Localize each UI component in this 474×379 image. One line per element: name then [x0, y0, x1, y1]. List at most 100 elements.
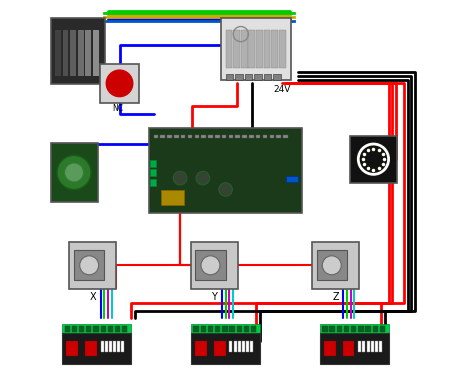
- Bar: [276, 135, 281, 138]
- Bar: [108, 326, 113, 332]
- Bar: [121, 341, 125, 352]
- Bar: [174, 135, 179, 138]
- Circle shape: [80, 256, 99, 275]
- Bar: [358, 341, 361, 352]
- Bar: [371, 341, 374, 352]
- Bar: [242, 135, 247, 138]
- Bar: [115, 326, 120, 332]
- Bar: [222, 326, 228, 332]
- Bar: [117, 341, 120, 352]
- Bar: [93, 326, 99, 332]
- Bar: [245, 74, 252, 80]
- Bar: [195, 250, 226, 280]
- Bar: [358, 326, 364, 332]
- Bar: [248, 30, 255, 68]
- Bar: [256, 30, 263, 68]
- Bar: [85, 30, 91, 76]
- Circle shape: [64, 163, 83, 182]
- Bar: [286, 176, 298, 182]
- Bar: [238, 341, 241, 352]
- Bar: [283, 135, 288, 138]
- Bar: [233, 30, 240, 68]
- Bar: [375, 341, 378, 352]
- Bar: [150, 160, 155, 167]
- Bar: [188, 135, 192, 138]
- Bar: [150, 169, 155, 176]
- Bar: [208, 135, 213, 138]
- Bar: [365, 326, 371, 332]
- Bar: [208, 326, 213, 332]
- Bar: [214, 341, 226, 356]
- FancyBboxPatch shape: [191, 324, 260, 334]
- Bar: [74, 250, 104, 280]
- Bar: [55, 30, 61, 76]
- FancyBboxPatch shape: [191, 333, 260, 364]
- Bar: [317, 250, 347, 280]
- Circle shape: [201, 256, 220, 275]
- Bar: [79, 326, 84, 332]
- Bar: [93, 30, 99, 76]
- Bar: [228, 135, 233, 138]
- Bar: [343, 341, 355, 356]
- Bar: [271, 30, 278, 68]
- Bar: [150, 179, 155, 186]
- Bar: [237, 326, 242, 332]
- Text: Y: Y: [211, 292, 217, 302]
- Bar: [380, 326, 385, 332]
- Text: 24V: 24V: [274, 85, 291, 94]
- Bar: [85, 341, 97, 356]
- Bar: [100, 326, 106, 332]
- Bar: [215, 326, 220, 332]
- Bar: [279, 30, 285, 68]
- Text: NC: NC: [112, 104, 123, 113]
- Bar: [250, 341, 253, 352]
- Bar: [161, 190, 184, 205]
- Bar: [373, 326, 378, 332]
- FancyBboxPatch shape: [221, 18, 291, 80]
- Bar: [86, 326, 91, 332]
- Bar: [201, 326, 206, 332]
- Bar: [256, 135, 261, 138]
- Bar: [241, 30, 247, 68]
- Circle shape: [219, 183, 232, 196]
- Bar: [270, 135, 274, 138]
- Bar: [154, 135, 158, 138]
- Bar: [64, 326, 70, 332]
- Bar: [229, 341, 232, 352]
- Bar: [201, 135, 206, 138]
- Bar: [324, 341, 336, 356]
- Bar: [160, 135, 165, 138]
- Bar: [194, 135, 199, 138]
- Bar: [113, 341, 116, 352]
- Bar: [229, 326, 235, 332]
- Bar: [273, 74, 281, 80]
- Bar: [246, 341, 249, 352]
- Bar: [344, 326, 349, 332]
- Circle shape: [57, 155, 91, 190]
- Circle shape: [196, 171, 210, 185]
- Bar: [226, 74, 233, 80]
- FancyBboxPatch shape: [320, 333, 389, 364]
- Bar: [379, 341, 382, 352]
- Text: Z: Z: [332, 292, 339, 302]
- Bar: [254, 74, 262, 80]
- Bar: [70, 30, 76, 76]
- Bar: [263, 135, 267, 138]
- Bar: [226, 30, 232, 68]
- FancyBboxPatch shape: [320, 324, 389, 334]
- Bar: [366, 341, 370, 352]
- FancyBboxPatch shape: [62, 324, 131, 334]
- Bar: [100, 341, 104, 352]
- Bar: [234, 341, 237, 352]
- Bar: [264, 74, 271, 80]
- FancyBboxPatch shape: [149, 128, 302, 213]
- FancyBboxPatch shape: [100, 64, 139, 103]
- FancyBboxPatch shape: [51, 143, 98, 202]
- Bar: [329, 326, 335, 332]
- Bar: [242, 341, 245, 352]
- Bar: [195, 341, 207, 356]
- Bar: [251, 326, 256, 332]
- Bar: [167, 135, 172, 138]
- Bar: [322, 326, 328, 332]
- Circle shape: [322, 256, 341, 275]
